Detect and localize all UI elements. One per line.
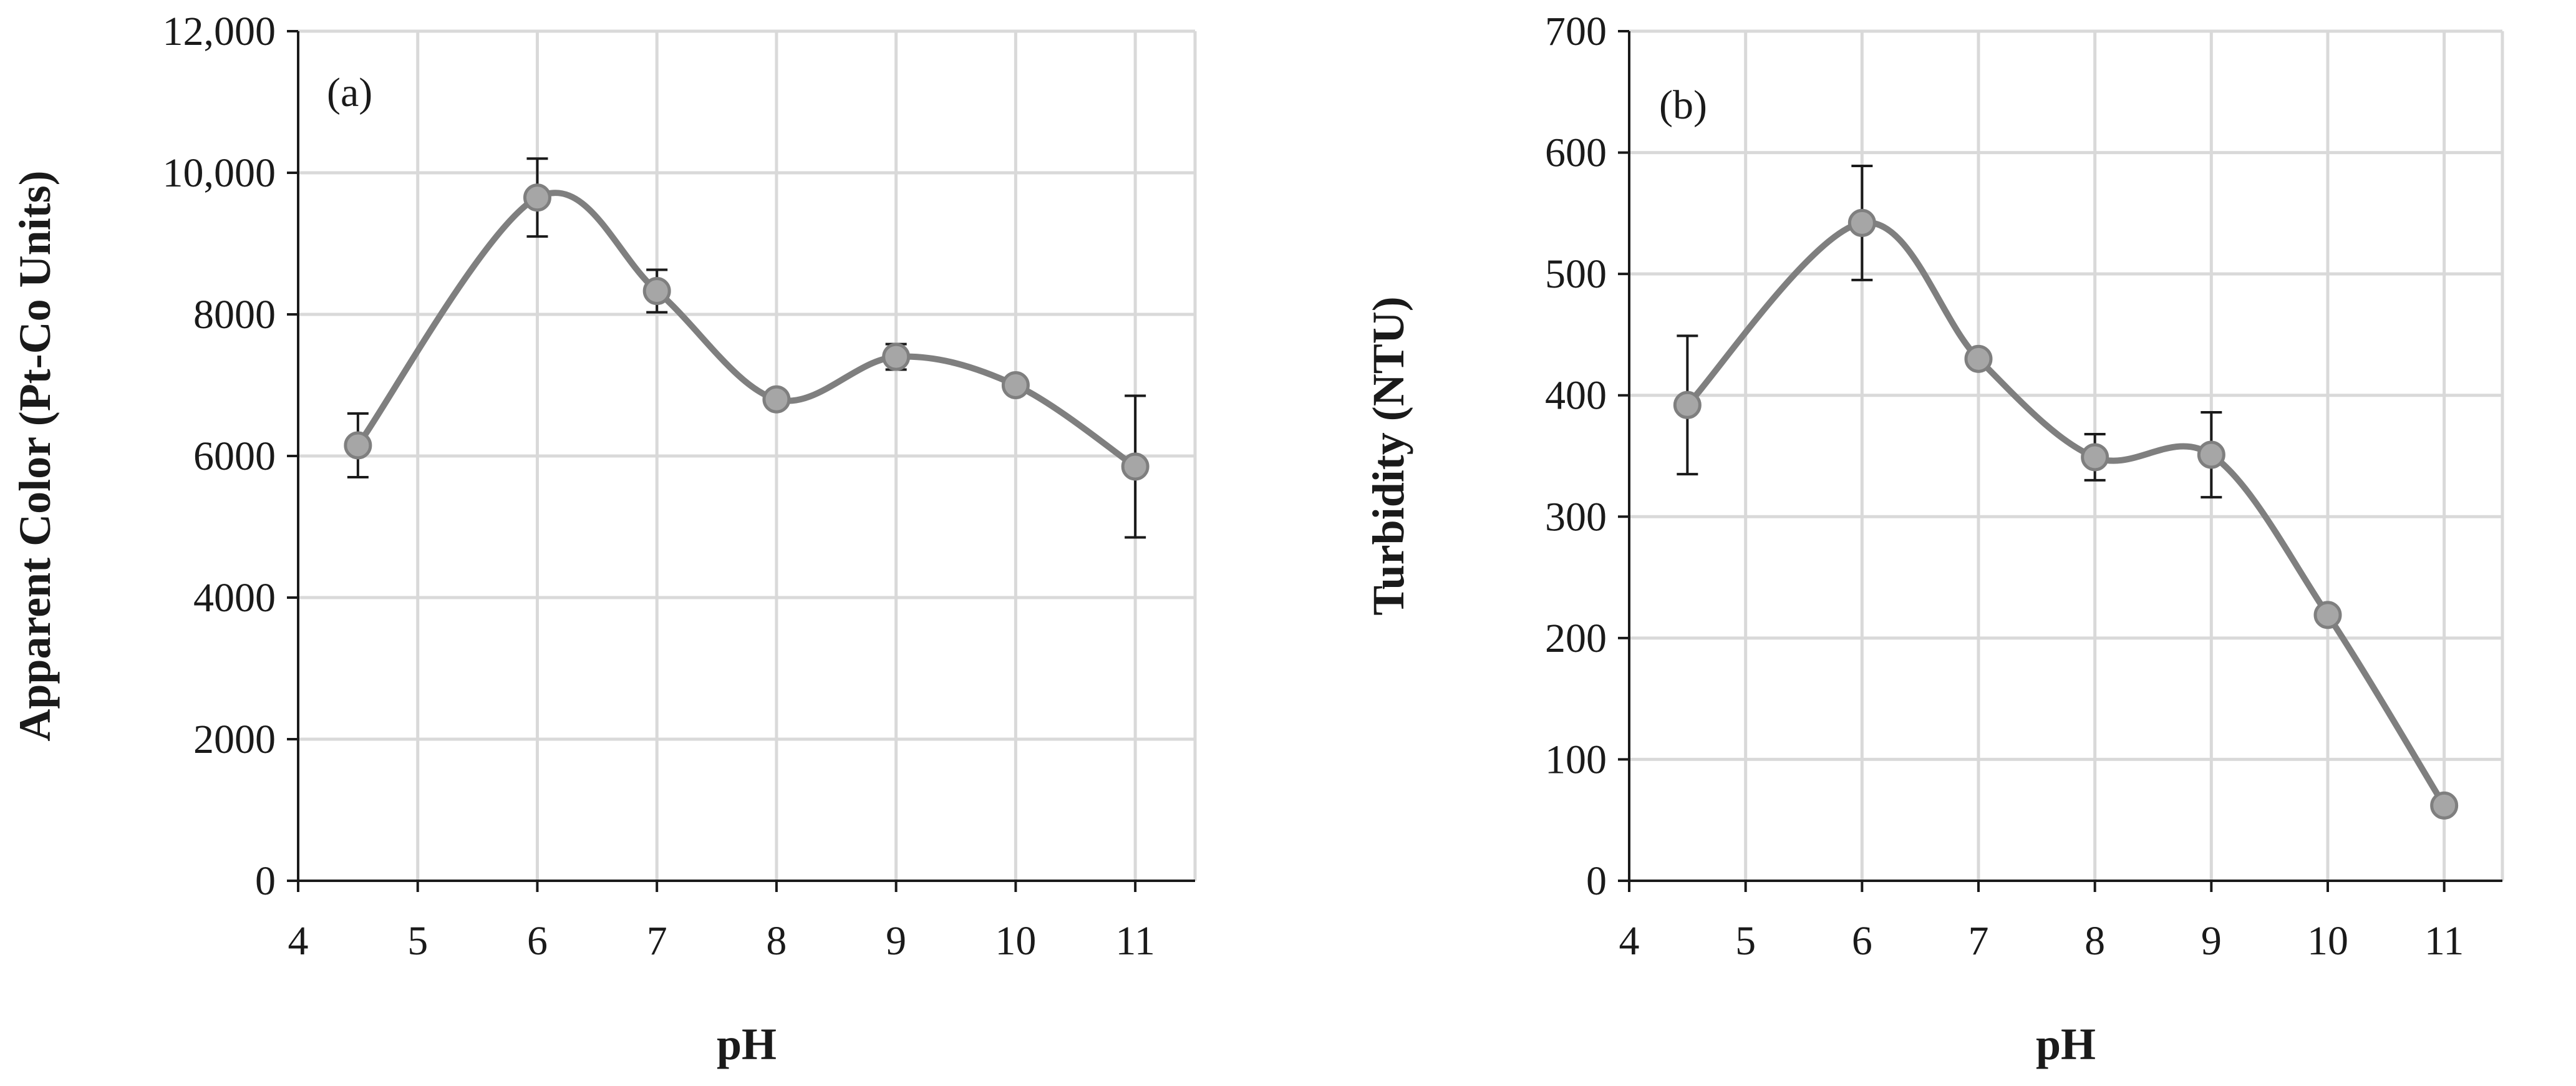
y-tick-label: 0 (255, 858, 276, 904)
y-axis-title: Turbidity (NTU) (1363, 296, 1413, 615)
x-axis-title: pH (2036, 1019, 2096, 1069)
y-tick-label: 700 (1545, 9, 1607, 54)
y-tick-label: 200 (1545, 616, 1607, 661)
x-tick-label: 6 (1852, 918, 1872, 964)
chart-panel-a: 0 2000 4000 6000 8000 10,000 12,000 4 5 6 7 8 9 10 11 p… (10, 9, 1197, 1069)
y-axis-title: Apparent Color (Pt-Co Units) (10, 170, 60, 741)
data-point (1001, 371, 1030, 399)
data-point (642, 277, 671, 306)
y-tick-label: 500 (1545, 251, 1607, 297)
y-tick-label: 8000 (193, 292, 276, 337)
x-tick-label: 6 (527, 918, 548, 964)
x-tick-label: 9 (886, 918, 906, 964)
x-tick-label: 4 (1619, 918, 1640, 964)
data-point (2197, 440, 2225, 469)
data-point (1673, 390, 1702, 419)
x-tick-label: 10 (995, 918, 1036, 964)
data-point (523, 183, 551, 212)
x-tick-label: 11 (1115, 918, 1155, 964)
x-tick-label: 8 (2085, 918, 2105, 964)
y-tick-label: 0 (1586, 858, 1607, 904)
x-tick-label: 11 (2424, 918, 2464, 964)
y-tick-label: 4000 (193, 575, 276, 621)
x-axis-title: pH (717, 1019, 777, 1069)
panel-label: (b) (1659, 82, 1707, 128)
data-point (344, 431, 372, 460)
chart-panel-b: 0 100 200 300 400 500 600 700 4 5 6 7 8 9 10 11 pH Turbid… (1363, 9, 2504, 1069)
data-point (2430, 791, 2459, 820)
y-tick-label: 2000 (193, 717, 276, 762)
x-tick-label: 10 (2307, 918, 2348, 964)
y-tick-label: 12,000 (163, 9, 276, 54)
y-tick-label: 100 (1545, 737, 1607, 782)
data-point (762, 385, 791, 414)
x-tick-label: 5 (407, 918, 428, 964)
x-tick-label: 7 (647, 918, 667, 964)
data-point (1847, 208, 1876, 237)
x-tick-label: 8 (766, 918, 787, 964)
y-tick-label: 300 (1545, 494, 1607, 540)
data-point (882, 342, 911, 371)
y-tick-label: 600 (1545, 130, 1607, 176)
x-tick-label: 9 (2201, 918, 2222, 964)
y-tick-label: 400 (1545, 373, 1607, 419)
data-point (1964, 344, 1993, 373)
series-line (355, 190, 1137, 470)
x-tick-label: 5 (1735, 918, 1756, 964)
data-point (2081, 443, 2109, 472)
data-point (1121, 452, 1150, 481)
y-tick-label: 6000 (193, 434, 276, 479)
series-line (1685, 219, 2447, 807)
data-point (2313, 601, 2342, 629)
panel-label: (a) (327, 70, 372, 115)
x-tick-label: 7 (1968, 918, 1989, 964)
x-tick-label: 4 (288, 918, 309, 964)
y-tick-label: 10,000 (163, 150, 276, 196)
